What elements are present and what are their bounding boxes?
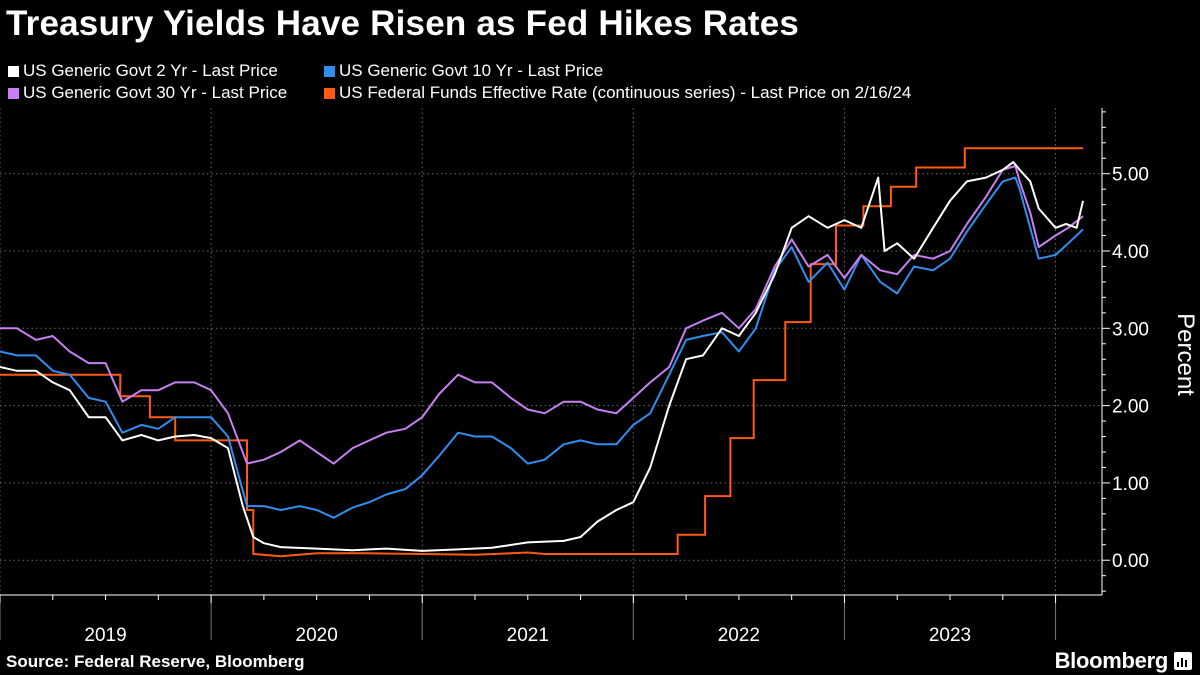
series-line-10yr — [0, 176, 1084, 519]
legend-label-fed-funds: US Federal Funds Effective Rate (continu… — [339, 83, 912, 102]
x-tick-label: 2022 — [718, 625, 760, 646]
y-tick-label: 3.00 — [1112, 319, 1149, 340]
legend-item-10yr: US Generic Govt 10 Yr - Last Price — [324, 61, 603, 81]
legend-item-fed-funds: US Federal Funds Effective Rate (continu… — [324, 83, 911, 103]
legend-swatch-30yr — [8, 87, 19, 99]
legend-item-30yr: US Generic Govt 30 Yr - Last Price — [8, 83, 324, 103]
series-line-30yr — [0, 165, 1084, 465]
chart-title: Treasury Yields Have Risen as Fed Hikes … — [6, 4, 800, 43]
y-tick-label: 1.00 — [1112, 474, 1149, 495]
legend-row: US Generic Govt 2 Yr - Last Price US Gen… — [8, 60, 911, 82]
x-tick-label: 2020 — [296, 625, 338, 646]
gridlines — [0, 108, 1102, 595]
axes: 0.00 1.00 2.00 3.00 4.00 5.00 2019 2020 2021 2022… — [0, 108, 1199, 646]
x-tick-label: 2023 — [929, 625, 971, 646]
series-line-2yr — [0, 161, 1084, 552]
legend-swatch-fed-funds — [324, 87, 335, 99]
legend-swatch-10yr — [324, 65, 335, 77]
y-tick-label: 2.00 — [1112, 397, 1149, 418]
brand-logo: Bloomberg — [1054, 648, 1169, 673]
source-note: Source: Federal Reserve, Bloomberg — [6, 652, 305, 671]
bloomberg-chart-icon — [1174, 652, 1192, 670]
legend: US Generic Govt 2 Yr - Last Price US Gen… — [8, 60, 911, 104]
x-tick-label: 2021 — [507, 625, 549, 646]
series-line-fed-funds — [0, 147, 1083, 558]
legend-label-10yr: US Generic Govt 10 Yr - Last Price — [339, 61, 604, 80]
legend-label-30yr: US Generic Govt 30 Yr - Last Price — [23, 83, 288, 102]
legend-label-2yr: US Generic Govt 2 Yr - Last Price — [23, 61, 278, 80]
y-axis-label: Percent — [1172, 313, 1199, 396]
legend-swatch-2yr — [8, 65, 19, 77]
x-tick-label: 2019 — [84, 625, 126, 646]
y-tick-label: 5.00 — [1112, 165, 1149, 186]
series-lines — [0, 147, 1084, 558]
y-tick-label: 4.00 — [1112, 242, 1149, 263]
y-tick-label: 0.00 — [1112, 551, 1149, 572]
legend-row: US Generic Govt 30 Yr - Last Price US Fe… — [8, 82, 911, 104]
legend-item-2yr: US Generic Govt 2 Yr - Last Price — [8, 61, 324, 81]
